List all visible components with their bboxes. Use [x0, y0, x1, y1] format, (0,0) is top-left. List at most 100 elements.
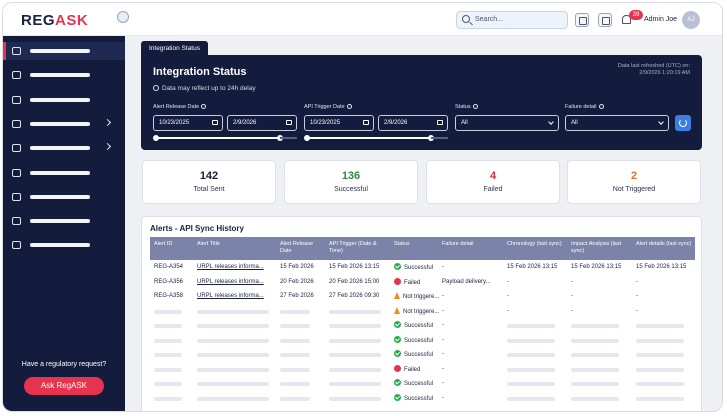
loading-placeholder — [636, 367, 684, 372]
sidebar: Have a regulatory request? Ask RegASK — [3, 36, 125, 411]
ask-regask-button[interactable]: Ask RegASK — [24, 377, 104, 395]
stat-card[interactable]: 136 Successful — [284, 160, 418, 204]
table-cell: - — [571, 278, 573, 285]
table-cell: - — [442, 336, 444, 343]
table-title: Alerts - API Sync History — [150, 224, 244, 233]
bell-icon[interactable] — [621, 14, 631, 25]
tab-integration-status[interactable]: Integration Status — [141, 41, 208, 56]
table-cell: - — [507, 278, 509, 285]
api-trigger-label: API Trigger Date — [304, 104, 352, 110]
table-cell: - — [442, 365, 444, 372]
column-header[interactable]: Impact Analysis (last sync) — [571, 241, 622, 254]
loading-placeholder — [507, 338, 555, 343]
sidebar-item[interactable] — [3, 164, 125, 182]
failure-detail-select[interactable]: All — [565, 115, 669, 131]
column-header[interactable]: Alert Title — [197, 241, 220, 247]
column-header[interactable]: Alert details (last sync) — [636, 241, 692, 247]
loading-placeholder — [571, 338, 619, 343]
loading-placeholder — [280, 353, 310, 357]
sidebar-item[interactable] — [3, 236, 125, 254]
column-header[interactable]: Alert ID — [154, 241, 173, 247]
slider-handle[interactable] — [304, 135, 310, 141]
api-trigger-slider[interactable] — [304, 135, 448, 141]
loading-placeholder — [507, 324, 555, 328]
alert-release-slider[interactable] — [153, 135, 297, 141]
search-input[interactable]: Search... — [456, 11, 568, 29]
sidebar-request: Have a regulatory request? Ask RegASK — [3, 361, 125, 395]
table-cell: 15 Feb 2026 13:15 — [571, 264, 622, 270]
check-circle-icon — [394, 335, 401, 343]
sidebar-item[interactable] — [3, 42, 125, 60]
filters-panel: Integration Status Data may reflect up t… — [141, 55, 702, 150]
chart-icon — [12, 95, 21, 104]
slider-handle[interactable] — [153, 135, 159, 141]
table-row: Successful - — [150, 348, 695, 363]
info-icon — [346, 104, 352, 109]
status-label: Status — [455, 104, 478, 110]
alert-title-link[interactable]: URPL releases informa... — [197, 293, 264, 299]
table-row[interactable]: REG-A356 URPL releases informa... 20 Feb 2… — [150, 276, 695, 291]
loading-placeholder — [280, 367, 310, 372]
translate-icon[interactable] — [575, 13, 589, 27]
sidebar-item[interactable] — [3, 188, 125, 206]
sidebar-item-label — [30, 73, 90, 78]
column-header[interactable]: Alert Release Date — [280, 241, 314, 254]
loading-placeholder — [507, 367, 555, 372]
status-cell: Successful — [394, 393, 433, 402]
api-trigger-to[interactable]: 2/9/2026 — [378, 115, 448, 131]
table-row: Not triggere... - - - - — [150, 305, 695, 320]
loading-placeholder — [154, 396, 182, 401]
status-select[interactable]: All — [455, 115, 559, 131]
status-cell: Failed — [394, 277, 420, 286]
table-cell: 15 Feb 2026 13:15 — [329, 264, 380, 270]
loading-placeholder — [197, 367, 269, 372]
stat-card[interactable]: 4 Failed — [426, 160, 560, 204]
refresh-button[interactable] — [675, 115, 691, 131]
warning-icon — [394, 306, 400, 314]
alert-title-link[interactable]: URPL releases informa... — [197, 264, 264, 270]
table-row[interactable]: REG-A358 URPL releases informa... 27 Feb 2… — [150, 290, 695, 305]
loading-placeholder — [280, 338, 310, 343]
api-trigger-from[interactable]: 10/23/2025 — [304, 115, 374, 131]
collapse-sidebar-button[interactable] — [117, 11, 129, 23]
stat-card[interactable]: 142 Total Sent — [142, 160, 276, 204]
table-cell: Payload delivery... — [442, 278, 491, 285]
gauge-icon — [12, 119, 21, 128]
dashboard-icon — [12, 71, 21, 80]
column-header[interactable]: Chronology (last sync) — [507, 241, 562, 247]
column-header[interactable]: API Trigger (Date & Time) — [329, 241, 377, 254]
alert-release-from[interactable]: 10/23/2025 — [153, 115, 223, 131]
stat-card[interactable]: 2 Not Triggered — [567, 160, 701, 204]
user-name[interactable]: Admin Joe — [644, 16, 678, 23]
loading-placeholder — [329, 324, 381, 328]
sidebar-item[interactable] — [3, 139, 125, 157]
column-header[interactable]: Status — [394, 241, 410, 247]
help-icon[interactable] — [598, 13, 612, 27]
status-cell: Failed — [394, 364, 420, 373]
table-row[interactable]: REG-A354 URPL releases informa... 15 Feb 2… — [150, 261, 695, 276]
loading-placeholder — [154, 324, 182, 328]
avatar[interactable]: AJ — [682, 11, 700, 29]
stat-label: Not Triggered — [612, 186, 656, 193]
sidebar-item[interactable] — [3, 115, 125, 133]
loading-placeholder — [329, 338, 381, 343]
top-bar: REGASK Search... 39 Admin Joe AJ — [3, 3, 722, 36]
table-cell: - — [442, 322, 444, 328]
table-cell: REG-A356 — [154, 278, 184, 285]
info-icon — [201, 104, 207, 109]
alert-title-link[interactable]: URPL releases informa... — [197, 278, 264, 285]
sidebar-item[interactable] — [3, 91, 125, 109]
column-header[interactable]: Failure detail — [442, 241, 474, 247]
alert-release-to[interactable]: 2/9/2026 — [227, 115, 297, 131]
regask-logo[interactable]: REGASK — [21, 12, 89, 29]
sidebar-item[interactable] — [3, 212, 125, 230]
table-cell: 27 Feb 2026 09:30 — [329, 293, 380, 299]
calendar-icon — [12, 217, 21, 226]
check-circle-icon — [394, 393, 401, 401]
report-icon — [12, 168, 21, 177]
error-circle-icon — [394, 277, 401, 285]
sidebar-item[interactable] — [3, 66, 125, 84]
check-circle-icon — [394, 350, 401, 357]
loading-placeholder — [154, 309, 182, 314]
loading-placeholder — [280, 396, 310, 401]
